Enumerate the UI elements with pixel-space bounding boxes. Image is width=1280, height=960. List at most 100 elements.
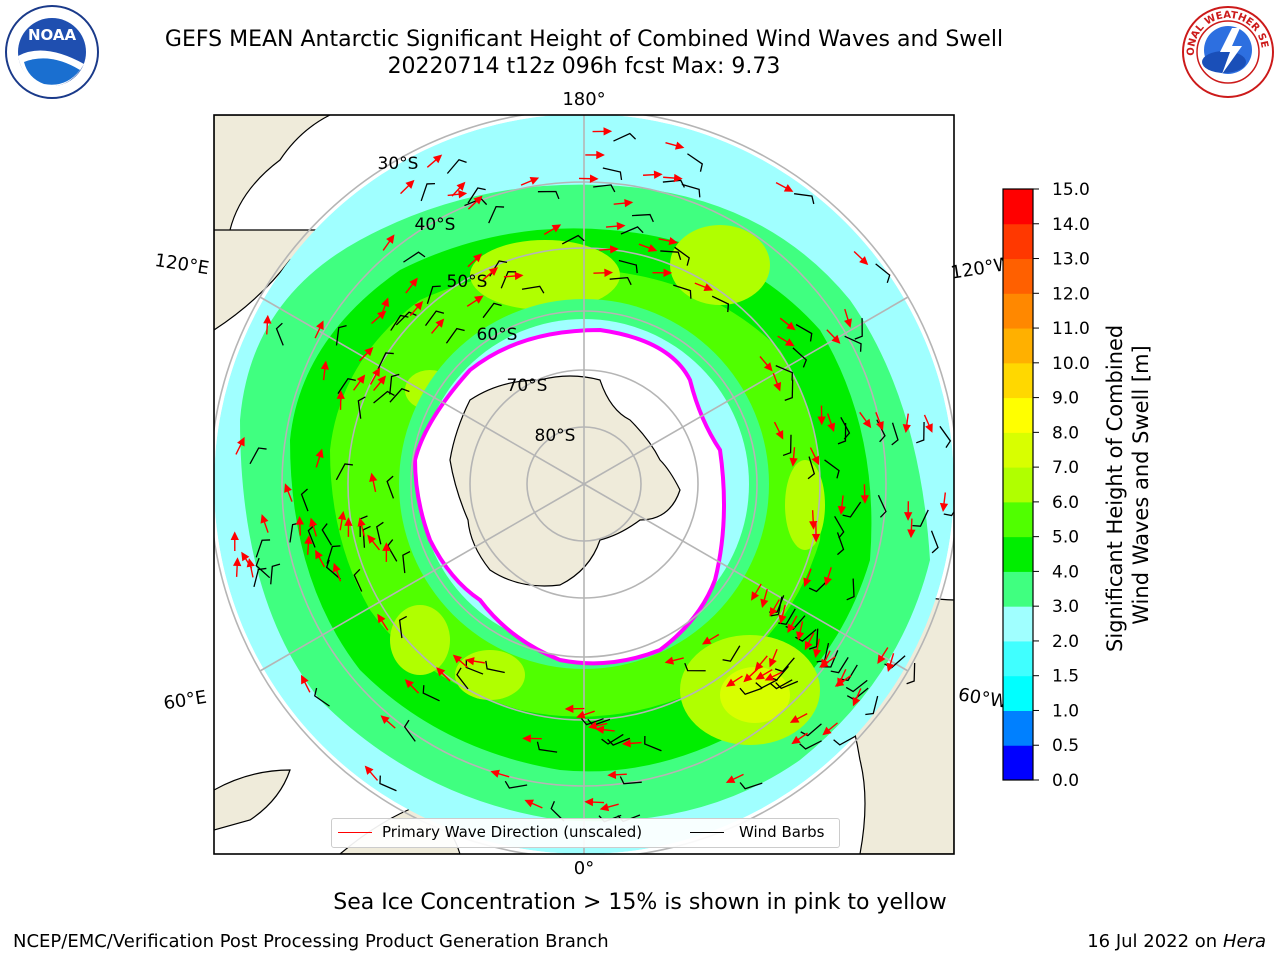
wind-barb xyxy=(389,387,410,403)
wind-barb xyxy=(395,311,417,326)
wave-arrow-head xyxy=(725,775,736,783)
wave-arrow-head xyxy=(336,390,345,399)
wind-barb xyxy=(580,718,604,726)
wave-arrow-head xyxy=(414,301,424,311)
footer-date-text: 16 Jul 2022 on xyxy=(1087,931,1223,952)
wave-arrow-head xyxy=(452,654,463,664)
colorbar-border xyxy=(1002,188,1034,781)
wave-arrow-head xyxy=(763,362,773,372)
wave-arrow-head xyxy=(778,614,787,624)
wave-arrow-head xyxy=(474,295,484,304)
wave-arrow-head xyxy=(803,577,812,588)
wind-barb xyxy=(834,515,845,539)
lon-label-60w: 60°W xyxy=(957,684,1010,713)
wave-arrow-head xyxy=(817,416,826,426)
wind-barb xyxy=(739,687,763,696)
wave-legend-label: Primary Wave Direction (unscaled) xyxy=(382,823,643,841)
wave-arrow-head xyxy=(473,195,483,205)
wave-arrow-head xyxy=(726,678,736,687)
colorbar-tick-label: 8.0 xyxy=(1052,423,1079,443)
wind-barb xyxy=(912,509,929,527)
lat-label-70s: 70°S xyxy=(507,376,548,396)
wind-barb xyxy=(739,782,763,790)
colorbar-tick-label: 10.0 xyxy=(1052,354,1090,374)
wind-barb xyxy=(255,557,271,579)
wave-arrow-head xyxy=(603,127,613,136)
colorbar-segment xyxy=(1003,536,1033,572)
wind-barb xyxy=(619,776,642,785)
wind-barb xyxy=(335,325,347,346)
wind-barb xyxy=(402,550,411,574)
wave-arrow-head xyxy=(344,517,353,526)
wind-barb xyxy=(687,153,704,172)
wind-barb xyxy=(307,524,316,548)
wave-arrow-head xyxy=(473,253,483,263)
wave-arrow-head xyxy=(796,631,805,641)
wind-barb xyxy=(620,226,644,235)
wave-arrow-head xyxy=(488,267,499,276)
colorbar-segment xyxy=(1003,223,1033,260)
wave-arrow-head xyxy=(663,268,673,277)
wave-arrow-head xyxy=(357,517,366,527)
footer-credit: NCEP/EMC/Verification Post Processing Pr… xyxy=(13,931,609,952)
title-line-1: GEFS MEAN Antarctic Significant Height o… xyxy=(164,27,1004,52)
wind-barb xyxy=(722,645,741,662)
wind-barb xyxy=(795,324,813,342)
wind-barb xyxy=(845,679,868,693)
wind-barb xyxy=(335,463,353,481)
wind-barb xyxy=(842,501,862,518)
colorbar-segment xyxy=(1003,710,1033,746)
wave-arrow-head xyxy=(925,423,933,433)
wave-arrow-head xyxy=(791,735,801,745)
wave-arrow-head xyxy=(789,715,800,723)
wind-barb xyxy=(601,733,624,745)
nws-logo: NATIONAL WEATHER SERVICE xyxy=(1180,4,1274,98)
wave-arrow-head xyxy=(377,613,386,624)
colorbar-tick-label: 0.0 xyxy=(1052,771,1079,791)
wave-arrow-head xyxy=(320,360,330,370)
colorbar-segment xyxy=(1003,328,1033,364)
wind-barb xyxy=(445,327,465,344)
wind-barb xyxy=(482,302,502,319)
colorbar-segment xyxy=(1003,571,1033,607)
wave-arrow-head xyxy=(588,721,598,730)
wave-arrow-head xyxy=(301,674,309,685)
noaa-logo: NOAA xyxy=(5,5,99,99)
colorbar-label: Significant Height of Combined Wind Wave… xyxy=(1103,318,1153,652)
wind-barb xyxy=(465,659,484,675)
colorbar-tick-label: 2.0 xyxy=(1052,632,1079,652)
wave-arrow-head xyxy=(405,179,415,189)
wave-arrow-head xyxy=(529,177,540,185)
wave-arrow-head xyxy=(811,455,820,466)
wave-arrow-head xyxy=(834,678,845,687)
wave-arrow-head xyxy=(701,636,712,645)
wind-barb xyxy=(275,322,284,346)
wave-arrow-head xyxy=(381,297,390,308)
wind-barb xyxy=(255,539,271,558)
wind-barb xyxy=(326,545,341,564)
wave-arrow-head xyxy=(230,531,239,541)
wave-arrow-head xyxy=(514,271,524,281)
wave-arrow-head xyxy=(356,374,366,384)
wind-barb xyxy=(300,488,309,512)
antarctica-coast xyxy=(449,375,681,587)
wave-arrow-head xyxy=(904,512,913,521)
wind-legend-label: Wind Barbs xyxy=(739,823,825,841)
wave-arrow-head xyxy=(409,277,418,287)
wave-arrow-head xyxy=(522,734,531,743)
colorbar-segment xyxy=(1003,606,1033,642)
wind-barb xyxy=(865,695,879,716)
lon-label-60e: 60°E xyxy=(162,687,208,715)
colorbar-segment xyxy=(1003,501,1033,538)
lon-label-120e: 120°E xyxy=(153,250,210,279)
wind-barb xyxy=(837,423,847,445)
wave-arrow-head xyxy=(616,222,626,231)
wave-arrow-head xyxy=(674,141,685,150)
wave-arrow-head xyxy=(432,154,443,164)
wind-barb xyxy=(906,663,916,685)
wave-arrow-head xyxy=(263,314,272,324)
wave-arrow-head xyxy=(595,725,605,734)
colorbar-tick-label: 1.5 xyxy=(1052,667,1079,687)
wave-arrow-head xyxy=(372,367,380,377)
wave-arrow-head xyxy=(837,505,847,515)
